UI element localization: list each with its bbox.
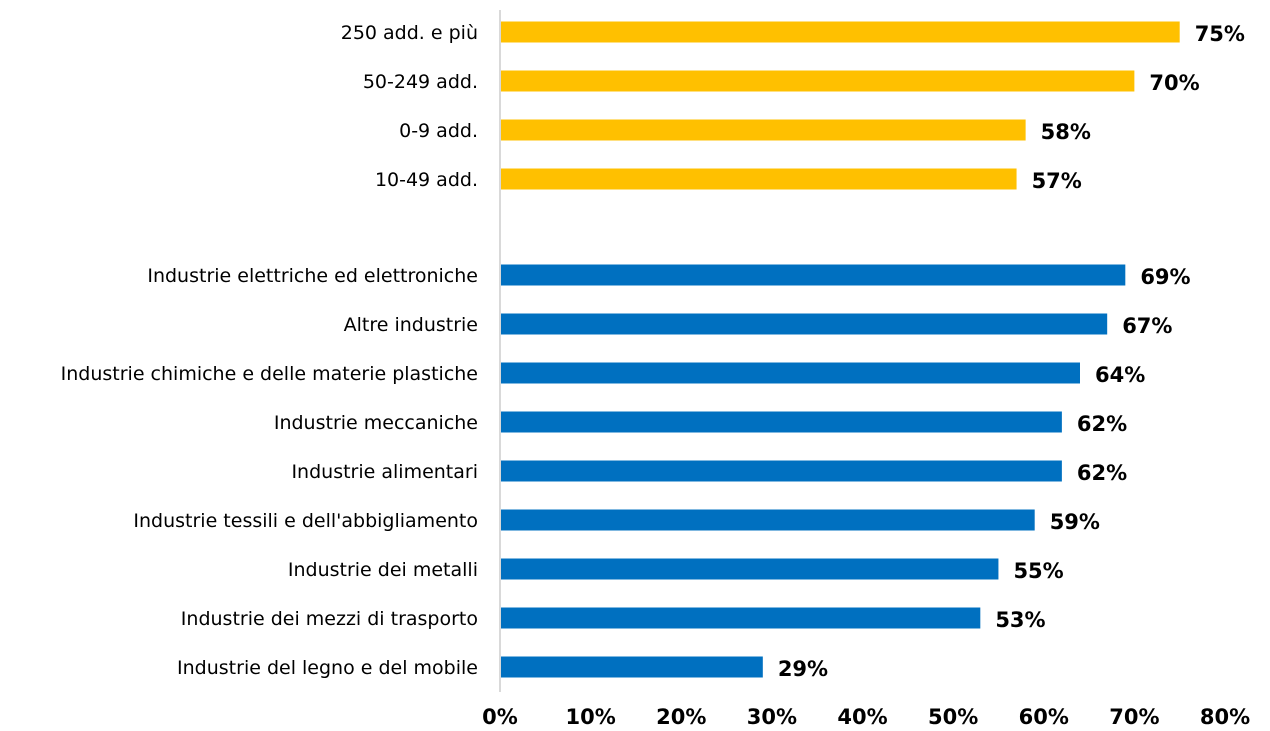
value-label-industrie-chimiche-e-delle-materie-plastiche: 64% [1095,363,1145,387]
value-label-0-9-add: 58% [1041,120,1091,144]
x-tick-label: 20% [656,705,706,729]
value-label-50-249-add: 70% [1149,71,1199,95]
category-label-industrie-del-legno-e-del-mobile: Industrie del legno e del mobile [177,657,478,679]
bar-industrie-dei-mezzi-di-trasporto [501,607,981,629]
category-label-industrie-dei-metalli: Industrie dei metalli [288,559,478,581]
bar-50-249-add [501,70,1135,92]
value-label-altre-industrie: 67% [1122,314,1172,338]
bar-industrie-tessili-e-dell-abbigliamento [501,509,1035,531]
x-tick-label: 0% [482,705,518,729]
value-label-industrie-dei-mezzi-di-trasporto: 53% [995,608,1045,632]
bar-industrie-alimentari [501,460,1062,482]
x-tick-label: 30% [747,705,797,729]
x-tick-label: 50% [928,705,978,729]
x-tick-label: 80% [1200,705,1250,729]
category-label-industrie-tessili-e-dell-abbigliamento: Industrie tessili e dell'abbigliamento [133,510,478,532]
value-label-250-add-e-pi: 75% [1195,22,1245,46]
bars-group [501,21,1180,678]
value-label-10-49-add: 57% [1032,169,1082,193]
category-label-50-249-add: 50-249 add. [363,71,478,93]
category-label-industrie-chimiche-e-delle-materie-plastiche: Industrie chimiche e delle materie plast… [61,363,478,385]
bar-10-49-add [501,168,1017,190]
category-label-250-add-e-pi: 250 add. e più [341,22,478,44]
category-label-industrie-elettriche-ed-elettroniche: Industrie elettriche ed elettroniche [147,265,478,287]
category-label-altre-industrie: Altre industrie [344,314,478,336]
value-label-industrie-elettriche-ed-elettroniche: 69% [1140,265,1190,289]
category-label-0-9-add: 0-9 add. [399,120,478,142]
bar-industrie-meccaniche [501,411,1062,433]
x-tick-label: 10% [565,705,615,729]
bar-industrie-chimiche-e-delle-materie-plastiche [501,362,1080,384]
bar-0-9-add [501,119,1026,141]
category-label-industrie-alimentari: Industrie alimentari [291,461,478,483]
value-labels: 75% 70% 58% 57% 69% 67% 64% 62% 62% 59% 55% 53% 29% [778,22,1245,681]
bar-250-add-e-pi [501,21,1180,43]
category-labels: 250 add. e più 50-249 add. 0-9 add. 10-49 a… [61,22,478,679]
value-label-industrie-del-legno-e-del-mobile: 29% [778,657,828,681]
bar-industrie-dei-metalli [501,558,999,580]
category-label-10-49-add: 10-49 add. [375,169,478,191]
value-label-industrie-dei-metalli: 55% [1013,559,1063,583]
x-tick-label: 40% [837,705,887,729]
category-label-industrie-meccaniche: Industrie meccaniche [274,412,478,434]
x-tick-label: 60% [1019,705,1069,729]
bar-industrie-elettriche-ed-elettroniche [501,264,1126,286]
value-label-industrie-meccaniche: 62% [1077,412,1127,436]
value-label-industrie-tessili-e-dell-abbigliamento: 59% [1050,510,1100,534]
category-label-industrie-dei-mezzi-di-trasporto: Industrie dei mezzi di trasporto [181,608,478,630]
x-axis-ticks: 0% 10% 20% 30% 40% 50% 60% 70% 80% [482,705,1250,729]
value-label-industrie-alimentari: 62% [1077,461,1127,485]
bar-altre-industrie [501,313,1108,335]
x-tick-label: 70% [1109,705,1159,729]
bar-industrie-del-legno-e-del-mobile [501,656,763,678]
